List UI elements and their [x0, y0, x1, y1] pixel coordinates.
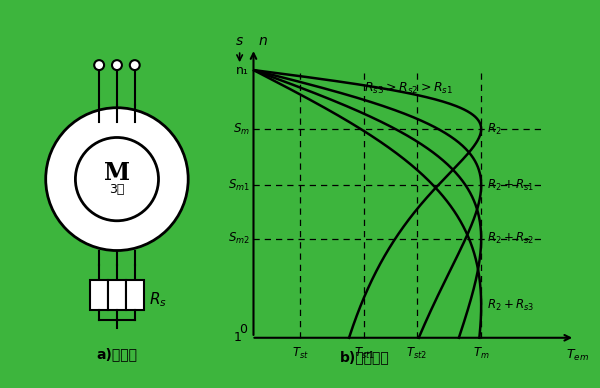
Text: n: n: [259, 34, 267, 48]
Text: 1: 1: [234, 331, 242, 344]
Circle shape: [130, 60, 140, 70]
Text: $R_{s3}>R_{s2}>R_{s1}$: $R_{s3}>R_{s2}>R_{s1}$: [364, 81, 454, 96]
Text: $R_2+R_{s2}$: $R_2+R_{s2}$: [487, 231, 534, 246]
Text: a)电路图: a)电路图: [97, 348, 137, 362]
Circle shape: [46, 108, 188, 251]
Circle shape: [76, 137, 158, 221]
Text: $R_2$: $R_2$: [487, 121, 502, 137]
Text: $T_{em}$: $T_{em}$: [566, 348, 589, 363]
Bar: [126, 280, 143, 310]
Text: $T_{st}$: $T_{st}$: [292, 346, 308, 361]
Text: s: s: [236, 34, 243, 48]
Bar: [90, 280, 108, 310]
Text: $T_m$: $T_m$: [473, 346, 490, 361]
Text: $T_{st2}$: $T_{st2}$: [406, 346, 428, 361]
Circle shape: [94, 60, 104, 70]
Text: $T_{st1}$: $T_{st1}$: [354, 346, 375, 361]
Text: 3～: 3～: [109, 182, 125, 196]
Text: $R_2+R_{s1}$: $R_2+R_{s1}$: [487, 178, 534, 193]
Text: $R_2+R_{s3}$: $R_2+R_{s3}$: [487, 298, 534, 313]
Text: n₁: n₁: [236, 64, 248, 76]
Text: M: M: [104, 161, 130, 185]
Text: 0: 0: [239, 323, 248, 336]
Circle shape: [112, 60, 122, 70]
Text: $S_{m2}$: $S_{m2}$: [227, 231, 250, 246]
Text: b)机械特征: b)机械特征: [340, 350, 389, 365]
Text: $S_m$: $S_m$: [233, 121, 250, 137]
Bar: [108, 280, 126, 310]
Text: $R_s$: $R_s$: [149, 291, 167, 310]
Text: $S_{m1}$: $S_{m1}$: [227, 178, 250, 193]
